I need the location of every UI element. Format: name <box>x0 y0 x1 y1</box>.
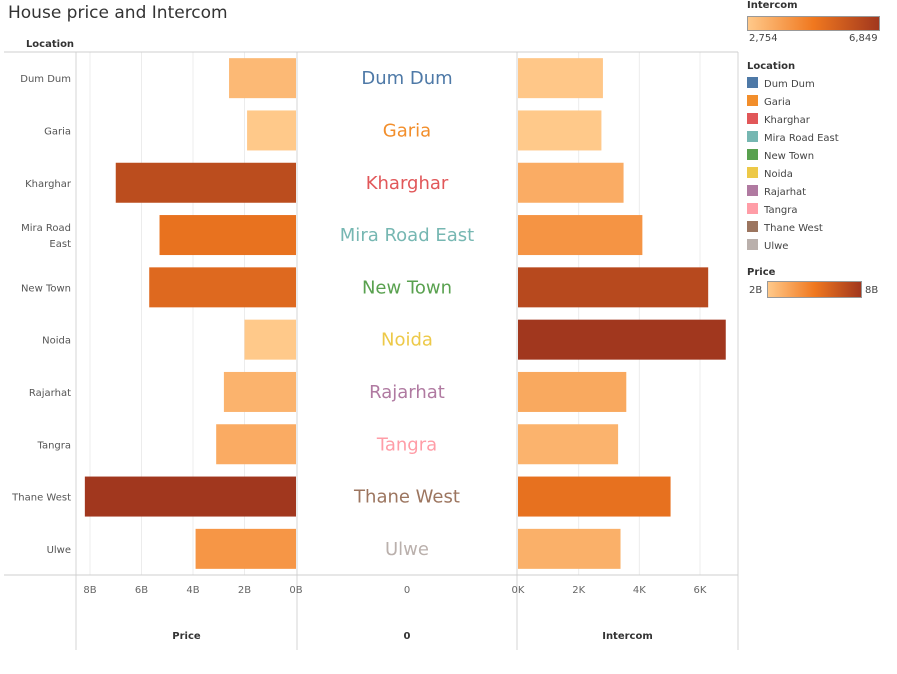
intercom-legend-min: 2,754 <box>749 33 778 44</box>
intercom-bar-dum-dum <box>518 58 603 99</box>
price-bar-garia <box>247 110 296 151</box>
center-label-tangra: Tangra <box>376 434 437 455</box>
center-label-new-town: New Town <box>362 277 452 298</box>
price-bar-dum-dum <box>229 58 296 99</box>
legend-label: Thane West <box>764 223 823 234</box>
price-legend-title: Price <box>747 267 776 278</box>
legend-swatch <box>747 203 758 214</box>
row-label-new-town: New Town <box>21 283 71 294</box>
legend-item-ulwe[interactable]: Ulwe <box>747 239 788 255</box>
legend-item-kharghar[interactable]: Kharghar <box>747 113 810 129</box>
legend-item-garia[interactable]: Garia <box>747 95 791 111</box>
intercom-color-ramp <box>747 16 880 31</box>
row-label-tangra: Tangra <box>36 440 71 451</box>
row-label-dum-dum: Dum Dum <box>20 74 71 85</box>
price-bar-ulwe <box>195 528 296 569</box>
legend-label: Kharghar <box>764 115 810 126</box>
legend-swatch <box>747 113 758 124</box>
intercom-bar-mira-road-east <box>518 215 643 256</box>
legend-swatch <box>747 77 758 88</box>
legend-label: New Town <box>764 151 815 162</box>
intercom-bar-garia <box>518 110 602 151</box>
center-label-garia: Garia <box>383 120 431 141</box>
row-label-kharghar: Kharghar <box>25 179 72 190</box>
row-label-ulwe: Ulwe <box>47 545 71 556</box>
price-axis-title: Price <box>172 631 201 642</box>
legend-swatch <box>747 149 758 160</box>
center-label-rajarhat: Rajarhat <box>369 382 445 403</box>
center-label-dum-dum: Dum Dum <box>361 68 452 89</box>
intercom-bar-tangra <box>518 424 619 465</box>
intercom-bar-rajarhat <box>518 371 627 412</box>
legend-swatch <box>747 185 758 196</box>
chart-svg: Location Dum Dum Dum Dum Garia Garia Kharghar… <box>4 39 739 650</box>
price-tick-2B: 2B <box>238 585 251 596</box>
legend-label: Mira Road East <box>764 133 839 144</box>
price-bar-noida <box>244 319 296 360</box>
price-bar-rajarhat <box>223 371 296 412</box>
legend-swatch <box>747 239 758 250</box>
legend-swatch <box>747 221 758 232</box>
row-label-rajarhat: Rajarhat <box>29 388 71 399</box>
intercom-bar-kharghar <box>518 162 624 203</box>
intercom-tick-2K: 2K <box>572 585 585 596</box>
price-bar-thane-west <box>84 476 296 517</box>
price-tick-6B: 6B <box>135 585 148 596</box>
center-label-kharghar: Kharghar <box>366 173 449 194</box>
legend-swatch <box>747 167 758 178</box>
legend-swatch <box>747 95 758 106</box>
legend-label: Noida <box>764 169 793 180</box>
intercom-bar-noida <box>518 319 726 360</box>
row-label-mira-road-east: Mira Road <box>21 223 71 234</box>
location-legend-title: Location <box>747 61 796 72</box>
price-color-ramp <box>767 281 862 298</box>
intercom-bar-ulwe <box>518 528 621 569</box>
legend-label: Ulwe <box>764 241 789 252</box>
row-label-noida: Noida <box>42 336 71 347</box>
intercom-bar-new-town <box>518 267 709 308</box>
center-axis-title: 0 <box>404 631 411 642</box>
center-tick-0: 0 <box>404 585 410 596</box>
legend-label: Rajarhat <box>764 187 807 198</box>
price-bar-tangra <box>216 424 296 465</box>
center-label-noida: Noida <box>381 330 433 351</box>
intercom-tick-0K: 0K <box>512 585 525 596</box>
price-tick-0B: 0B <box>289 585 302 596</box>
intercom-legend-title: Intercom <box>747 0 798 11</box>
chart-title: House price and Intercom <box>8 3 228 23</box>
intercom-tick-4K: 4K <box>633 585 646 596</box>
center-label-ulwe: Ulwe <box>385 539 429 560</box>
legend-label: Tangra <box>764 205 798 216</box>
center-label-thane-west: Thane West <box>353 487 460 508</box>
legend-item-thane-west[interactable]: Thane West <box>747 221 823 237</box>
legend-label: Garia <box>764 97 791 108</box>
legend-label: Dum Dum <box>764 79 815 90</box>
center-label-mira-road-east: Mira Road East <box>340 225 474 246</box>
price-tick-4B: 4B <box>186 585 199 596</box>
row-label-garia: Garia <box>44 126 71 137</box>
intercom-bar-thane-west <box>518 476 671 517</box>
legend-area: Intercom 2,754 6,849 Location Dum Dum Gar… <box>741 0 891 320</box>
price-legend-max: 8B <box>865 285 879 296</box>
legend-item-dum-dum[interactable]: Dum Dum <box>747 77 815 93</box>
price-bar-mira-road-east <box>159 215 296 256</box>
intercom-legend-max: 6,849 <box>849 33 878 44</box>
legend-item-tangra[interactable]: Tangra <box>747 203 798 219</box>
legend-item-noida[interactable]: Noida <box>747 167 793 183</box>
legend-item-rajarhat[interactable]: Rajarhat <box>747 185 806 201</box>
price-bar-kharghar <box>115 162 296 203</box>
legend-item-mira-road-east[interactable]: Mira Road East <box>747 131 839 147</box>
row-header-label: Location <box>26 39 74 50</box>
intercom-tick-6K: 6K <box>694 585 707 596</box>
price-tick-8B: 8B <box>83 585 96 596</box>
legend-swatch <box>747 131 758 142</box>
row-label-mira-road-east-line2: East <box>49 239 71 250</box>
price-legend-min: 2B <box>749 285 763 296</box>
row-label-thane-west: Thane West <box>11 493 71 504</box>
price-bar-new-town <box>149 267 296 308</box>
intercom-axis-title: Intercom <box>602 631 653 642</box>
legend-item-new-town[interactable]: New Town <box>747 149 814 165</box>
